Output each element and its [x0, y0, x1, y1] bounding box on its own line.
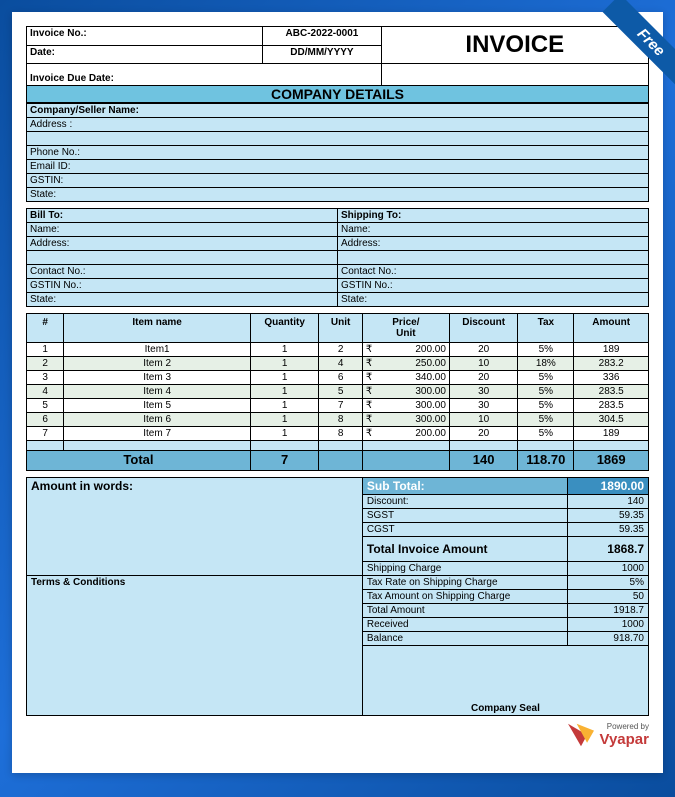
received-val: 1000 — [568, 618, 649, 632]
ship-val: 1000 — [568, 562, 649, 576]
item-row: 5Item 517₹300.00305%283.5 — [27, 399, 649, 413]
col-amt: Amount — [574, 314, 649, 343]
discount-val: 140 — [568, 495, 649, 509]
date-value: DD/MM/YYYY — [263, 45, 381, 64]
taxrate-val: 5% — [568, 576, 649, 590]
vyapar-logo-icon — [568, 723, 594, 747]
address-label: Address : — [27, 118, 649, 132]
billto-label: Bill To: — [27, 209, 338, 223]
company-seal: Company Seal — [362, 646, 648, 716]
bill-ship-table: Bill To: Shipping To: Name: Name: Addres… — [26, 208, 649, 307]
cgst-label: CGST — [362, 523, 567, 537]
col-tax: Tax — [518, 314, 574, 343]
subtotal-val: 1890.00 — [568, 478, 649, 495]
item-row: 2Item 214₹250.001018%283.2 — [27, 357, 649, 371]
ship-gstin: GSTIN No.: — [338, 279, 649, 293]
ship-address: Address: — [338, 237, 649, 251]
sgst-val: 59.35 — [568, 509, 649, 523]
item-row: 6Item 618₹300.00105%304.5 — [27, 413, 649, 427]
taxamt-label: Tax Amount on Shipping Charge — [362, 590, 567, 604]
item-row: 7Item 718₹200.00205%189 — [27, 427, 649, 441]
address-blank — [27, 132, 649, 146]
total-tax: 118.70 — [518, 451, 574, 471]
totalamt-val: 1918.7 — [568, 604, 649, 618]
taxamt-val: 50 — [568, 590, 649, 604]
words-label: Amount in words: — [27, 478, 363, 576]
total-qty: 7 — [250, 451, 318, 471]
received-label: Received — [362, 618, 567, 632]
total-label: Total — [27, 451, 251, 471]
blank-cell — [381, 64, 648, 86]
bill-contact: Contact No.: — [27, 265, 338, 279]
col-unit: Unit — [319, 314, 363, 343]
bill-name: Name: — [27, 223, 338, 237]
subtotal-label: Sub Total: — [362, 478, 567, 495]
company-table: Company/Seller Name: Address : Phone No.… — [26, 103, 649, 202]
item-row: 4Item 415₹300.00305%283.5 — [27, 385, 649, 399]
col-num: # — [27, 314, 64, 343]
ship-contact: Contact No.: — [338, 265, 649, 279]
total-amt: 1869 — [574, 451, 649, 471]
item-row: 1Item112₹200.00205%189 — [27, 343, 649, 357]
col-disc: Discount — [449, 314, 517, 343]
powered-by: Powered by — [600, 722, 649, 731]
tia-val: 1868.7 — [568, 537, 649, 562]
state-label: State: — [27, 188, 649, 202]
footer: Powered by Vyapar — [26, 722, 649, 748]
col-price: Price/Unit — [362, 314, 449, 343]
bill-state: State: — [27, 293, 338, 307]
col-name: Item name — [64, 314, 251, 343]
total-disc: 140 — [449, 451, 517, 471]
tia-label: Total Invoice Amount — [362, 537, 567, 562]
ship-blank — [338, 251, 649, 265]
gstin-label: GSTIN: — [27, 174, 649, 188]
date-label: Date: — [27, 45, 263, 64]
item-row: 3Item 316₹340.00205%336 — [27, 371, 649, 385]
bill-gstin: GSTIN No.: — [27, 279, 338, 293]
invoice-no-value: ABC-2022-0001 — [263, 27, 381, 46]
phone-label: Phone No.: — [27, 146, 649, 160]
bill-blank — [27, 251, 338, 265]
seller-name-label: Company/Seller Name: — [27, 104, 649, 118]
invoice-title: INVOICE — [381, 27, 648, 64]
header-table: Invoice No.: ABC-2022-0001 INVOICE Date:… — [26, 26, 649, 86]
ship-label: Shipping Charge — [362, 562, 567, 576]
totalamt-label: Total Amount — [362, 604, 567, 618]
balance-val: 918.70 — [568, 632, 649, 646]
balance-label: Balance — [362, 632, 567, 646]
items-header-row: # Item name Quantity Unit Price/Unit Dis… — [27, 314, 649, 343]
invoice-page: Invoice No.: ABC-2022-0001 INVOICE Date:… — [12, 12, 663, 773]
items-table: # Item name Quantity Unit Price/Unit Dis… — [26, 313, 649, 471]
ship-state: State: — [338, 293, 649, 307]
ship-name: Name: — [338, 223, 649, 237]
invoice-no-label: Invoice No.: — [27, 27, 263, 46]
col-qty: Quantity — [250, 314, 318, 343]
email-label: Email ID: — [27, 160, 649, 174]
sgst-label: SGST — [362, 509, 567, 523]
brand-name: Vyapar — [600, 731, 649, 748]
due-date-label: Invoice Due Date: — [27, 64, 382, 86]
shipto-label: Shipping To: — [338, 209, 649, 223]
bill-address: Address: — [27, 237, 338, 251]
taxrate-label: Tax Rate on Shipping Charge — [362, 576, 567, 590]
summary-table: Amount in words: Sub Total: 1890.00 Disc… — [26, 477, 649, 716]
discount-label: Discount: — [362, 495, 567, 509]
terms-label: Terms & Conditions — [27, 576, 363, 716]
company-section-title: COMPANY DETAILS — [26, 86, 649, 103]
total-row: Total 7 140 118.70 1869 — [27, 451, 649, 471]
cgst-val: 59.35 — [568, 523, 649, 537]
